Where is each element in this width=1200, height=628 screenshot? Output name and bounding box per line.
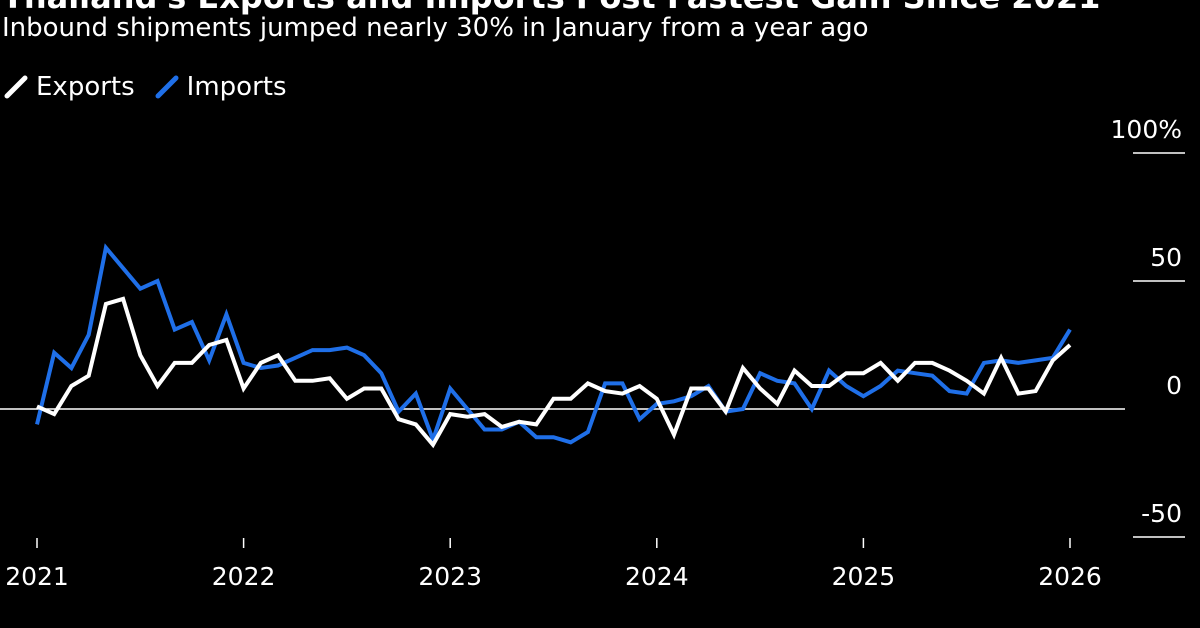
x-tick-label: 2021 [5, 562, 69, 591]
legend-item-exports: Exports [4, 72, 135, 102]
y-tick-label: 0 [1166, 371, 1182, 400]
legend-swatch-imports [155, 75, 179, 99]
legend-label-exports: Exports [36, 72, 135, 102]
y-tick-label: 100% [1111, 115, 1182, 144]
chart-subtitle: Inbound shipments jumped nearly 30% in J… [2, 13, 869, 43]
x-tick-label: 2026 [1038, 562, 1102, 591]
y-tick-label: -50 [1141, 499, 1182, 528]
series-line-imports [35, 243, 1072, 446]
x-tick-label: 2023 [418, 562, 482, 591]
x-tick-label: 2024 [625, 562, 689, 591]
chart-legend: Exports Imports [4, 72, 307, 102]
x-tick-label: 2025 [832, 562, 896, 591]
y-tick-label: 50 [1150, 243, 1182, 272]
series-line-exports [36, 296, 1072, 449]
chart-title: Thailand's Exports and Imports Post Fast… [2, 0, 1100, 16]
x-tick-label: 2022 [212, 562, 276, 591]
legend-label-imports: Imports [186, 72, 287, 102]
legend-item-imports: Imports [155, 72, 287, 102]
legend-swatch-exports [4, 75, 28, 99]
